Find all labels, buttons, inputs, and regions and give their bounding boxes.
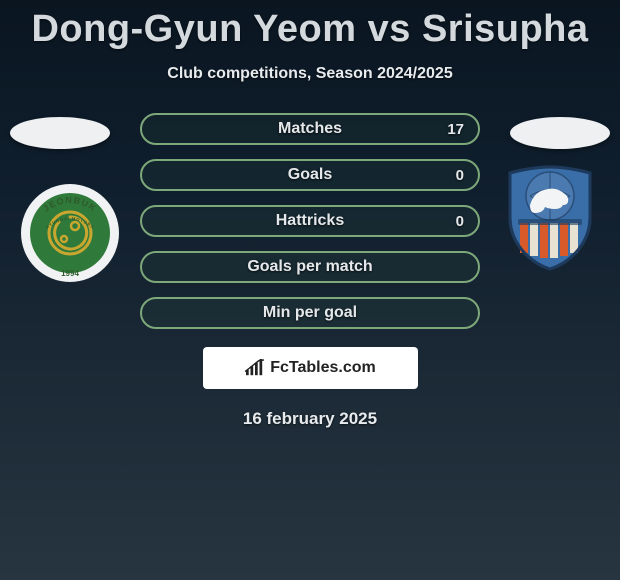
stat-label: Goals xyxy=(288,166,332,184)
page-title: Dong-Gyun Yeom vs Srisupha xyxy=(0,0,620,51)
brand-name: FcTables.com xyxy=(270,359,376,377)
club-badge-right xyxy=(500,163,600,263)
player-photo-placeholder-right xyxy=(510,117,610,149)
stat-row-matches: Matches 17 xyxy=(140,113,480,145)
brand-badge[interactable]: FcTables.com xyxy=(203,347,418,389)
club-badge-left: JEONBUK HYUNDAI MOTORS 1994 xyxy=(20,173,120,273)
stat-label: Matches xyxy=(278,120,342,138)
stat-label: Hattricks xyxy=(276,212,344,230)
stat-label: Min per goal xyxy=(263,304,357,322)
subtitle: Club competitions, Season 2024/2025 xyxy=(0,65,620,83)
badge-left-year: 1994 xyxy=(61,269,79,278)
bar-chart-icon xyxy=(244,359,266,377)
player-photo-placeholder-left xyxy=(10,117,110,149)
comparison-date: 16 february 2025 xyxy=(0,409,620,429)
stat-row-goals: Goals 0 xyxy=(140,159,480,191)
stat-label: Goals per match xyxy=(247,258,372,276)
stat-value-right: 0 xyxy=(456,213,464,230)
comparison-panel: JEONBUK HYUNDAI MOTORS 1994 xyxy=(0,113,620,429)
stat-value-right: 0 xyxy=(456,167,464,184)
stat-value-right: 17 xyxy=(447,121,464,138)
stats-list: Matches 17 Goals 0 Hattricks 0 Goals per… xyxy=(140,113,480,329)
stat-row-hattricks: Hattricks 0 xyxy=(140,205,480,237)
stat-row-min-per-goal: Min per goal xyxy=(140,297,480,329)
stat-row-goals-per-match: Goals per match xyxy=(140,251,480,283)
